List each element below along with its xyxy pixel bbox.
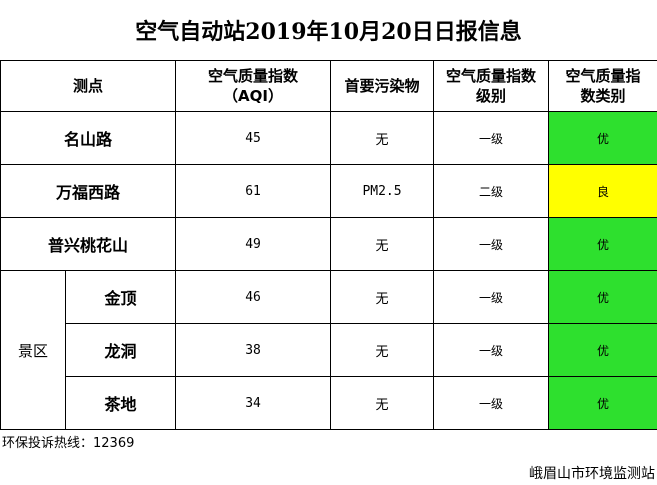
table-row: 万福西路 61 PM2.5 二级 良 [0, 164, 657, 218]
header-level: 空气质量指数 级别 [433, 60, 550, 112]
aqi-level: 一级 [433, 376, 550, 430]
header-site: 测点 [0, 60, 177, 112]
aqi-category: 良 [548, 164, 657, 218]
primary-pollutant: 无 [330, 111, 435, 165]
site-name: 茶地 [64, 376, 177, 430]
aqi-value: 45 [175, 111, 332, 165]
scenic-area-label: 景区 [0, 270, 66, 430]
primary-pollutant: 无 [330, 376, 435, 430]
aqi-category: 优 [548, 217, 657, 271]
primary-pollutant: 无 [330, 323, 435, 377]
aqi-level: 一级 [433, 270, 550, 324]
aqi-category: 优 [548, 111, 657, 165]
aqi-level: 一级 [433, 111, 550, 165]
site-name: 万福西路 [0, 164, 177, 218]
aqi-value: 46 [175, 270, 332, 324]
primary-pollutant: PM2.5 [330, 164, 435, 218]
site-name: 金顶 [64, 270, 177, 324]
aqi-category: 优 [548, 376, 657, 430]
table-row: 普兴桃花山 49 无 一级 优 [0, 217, 657, 271]
table-row: 龙洞 38 无 一级 优 [1, 323, 657, 377]
header-row: 测点 空气质量指数 （AQI） 首要污染物 空气质量指数 级别 空气质量指 数类别 [0, 60, 657, 112]
monitoring-station-name: 峨眉山市环境监测站 [529, 466, 655, 482]
aqi-category: 优 [548, 270, 657, 324]
site-name: 名山路 [0, 111, 177, 165]
aqi-value: 38 [175, 323, 332, 377]
header-pollutant: 首要污染物 [330, 60, 435, 112]
primary-pollutant: 无 [330, 217, 435, 271]
header-category: 空气质量指 数类别 [548, 60, 657, 112]
table-row: 名山路 45 无 一级 优 [0, 111, 657, 165]
aqi-level: 二级 [433, 164, 550, 218]
aqi-value: 49 [175, 217, 332, 271]
aqi-value: 61 [175, 164, 332, 218]
table-row: 茶地 34 无 一级 优 [1, 376, 657, 430]
aqi-value: 34 [175, 376, 332, 430]
aqi-category: 优 [548, 323, 657, 377]
page-title: 空气自动站2019年10月20日日报信息 [135, 19, 522, 45]
site-name: 普兴桃花山 [0, 217, 177, 271]
primary-pollutant: 无 [330, 270, 435, 324]
table-row: 景区 金顶 46 无 一级 优 [0, 270, 657, 430]
aqi-report-table: 测点 空气质量指数 （AQI） 首要污染物 空气质量指数 级别 空气质量指 数类别 名… [0, 60, 657, 430]
complaint-hotline: 环保投诉热线：12369 [2, 436, 135, 451]
aqi-level: 一级 [433, 217, 550, 271]
header-aqi: 空气质量指数 （AQI） [175, 60, 332, 112]
aqi-level: 一级 [433, 323, 550, 377]
site-name: 龙洞 [64, 323, 177, 377]
